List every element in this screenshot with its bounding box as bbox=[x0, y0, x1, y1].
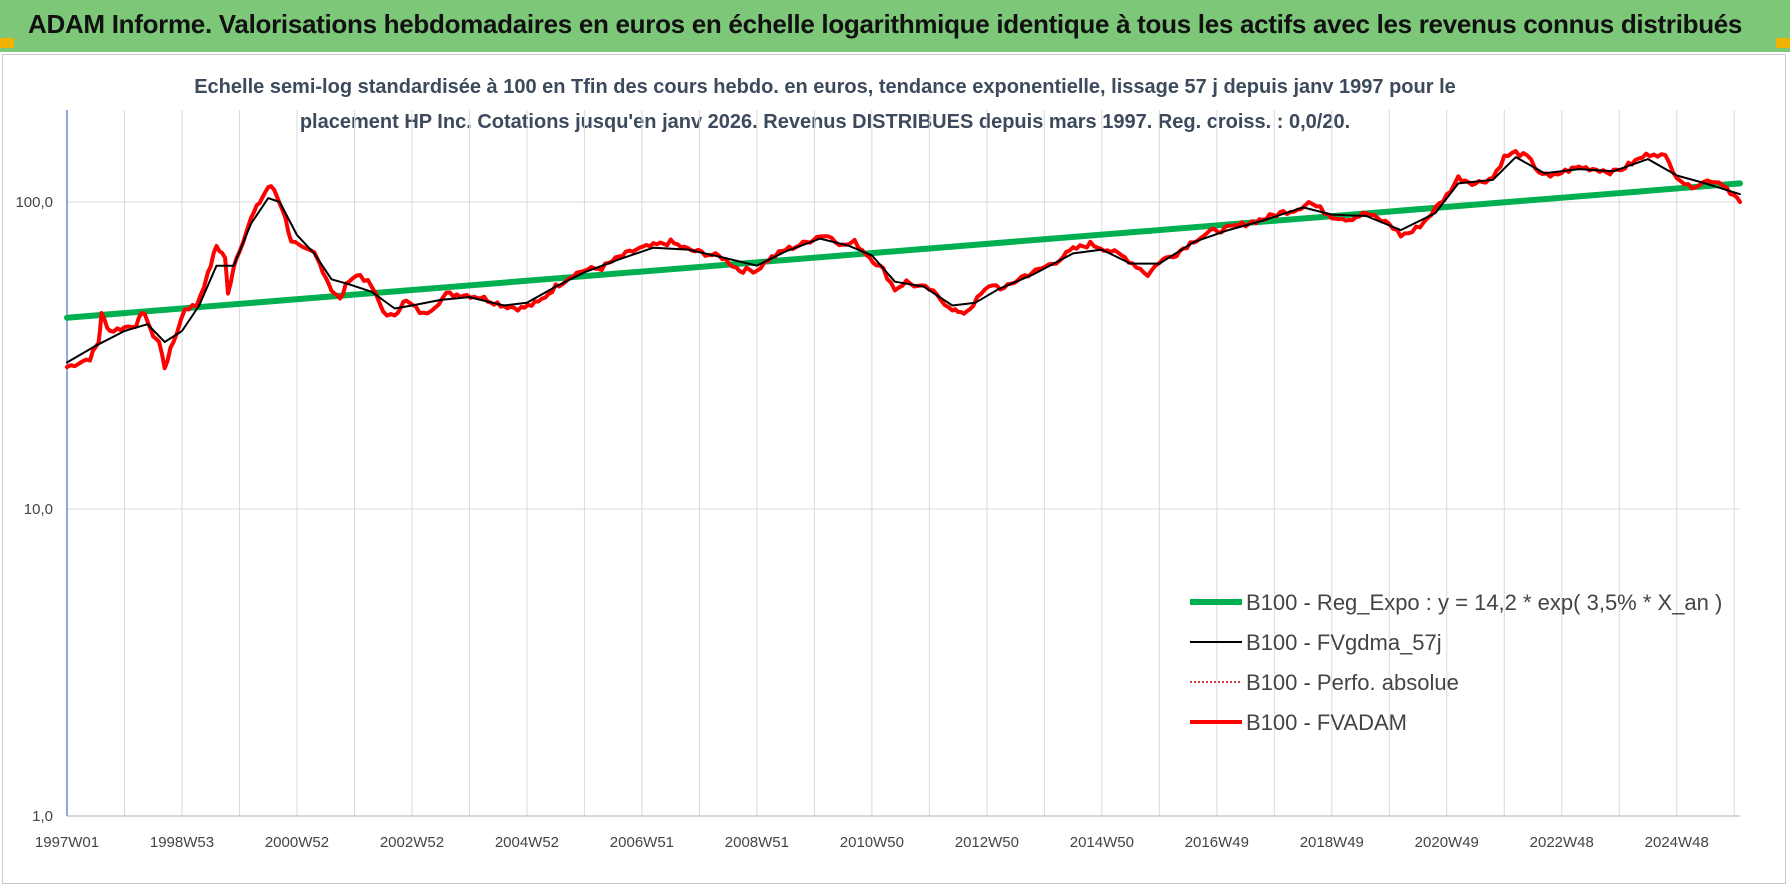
chart-frame bbox=[2, 54, 1786, 884]
corner-marker-left bbox=[0, 38, 14, 48]
x-tick-label: 2000W52 bbox=[265, 834, 329, 851]
legend-label-smoothed: B100 - FVgdma_57j bbox=[1246, 630, 1442, 655]
x-tick-label: 1997W01 bbox=[35, 834, 99, 851]
series-group bbox=[64, 149, 1743, 371]
x-tick-label: 2024W48 bbox=[1645, 834, 1709, 851]
x-tick-label: 2012W50 bbox=[955, 834, 1019, 851]
x-tick-label: 2016W49 bbox=[1185, 834, 1249, 851]
header-bar: ADAM Informe. Valorisations hebdomadaire… bbox=[0, 0, 1790, 52]
legend: B100 - Reg_Expo : y = 14,2 * exp( 3,5% *… bbox=[1190, 590, 1722, 735]
series-line-regression bbox=[64, 180, 1743, 321]
legend-label-fvadam: B100 - FVADAM bbox=[1246, 710, 1407, 735]
x-tick-label: 2010W50 bbox=[840, 834, 904, 851]
y-tick-label: 10,0 bbox=[24, 501, 53, 518]
chart-title-line-1: Echelle semi-log standardisée à 100 en T… bbox=[194, 76, 1456, 98]
page-title: ADAM Informe. Valorisations hebdomadaire… bbox=[28, 9, 1743, 39]
chart-title-line-2: placement HP Inc. Cotations jusqu'en jan… bbox=[299, 111, 1351, 133]
corner-marker-right bbox=[1776, 38, 1790, 48]
legend-label-absolute: B100 - Perfo. absolue bbox=[1246, 670, 1459, 695]
x-tick-label: 2006W51 bbox=[610, 834, 674, 851]
x-tick-label: 1998W53 bbox=[150, 834, 214, 851]
y-tick-label: 1,0 bbox=[32, 808, 53, 825]
y-tick-label: 100,0 bbox=[15, 194, 53, 211]
x-tick-label: 2022W48 bbox=[1530, 834, 1594, 851]
x-tick-label: 2002W52 bbox=[380, 834, 444, 851]
axes: 1,0 10,0 100,0 1997W01 1998W53 2000W52 2002W52… bbox=[15, 110, 1740, 851]
x-tick-label: 2004W52 bbox=[495, 834, 559, 851]
x-tick-label: 2014W50 bbox=[1070, 834, 1134, 851]
series-line-fvadam bbox=[65, 149, 1742, 371]
x-tick-label: 2008W51 bbox=[725, 834, 789, 851]
x-tick-label: 2018W49 bbox=[1300, 834, 1364, 851]
grid-lines bbox=[67, 110, 1740, 817]
legend-label-regression: B100 - Reg_Expo : y = 14,2 * exp( 3,5% *… bbox=[1246, 590, 1722, 615]
x-tick-label: 2020W49 bbox=[1415, 834, 1479, 851]
series-line-smoothed bbox=[66, 156, 1741, 364]
